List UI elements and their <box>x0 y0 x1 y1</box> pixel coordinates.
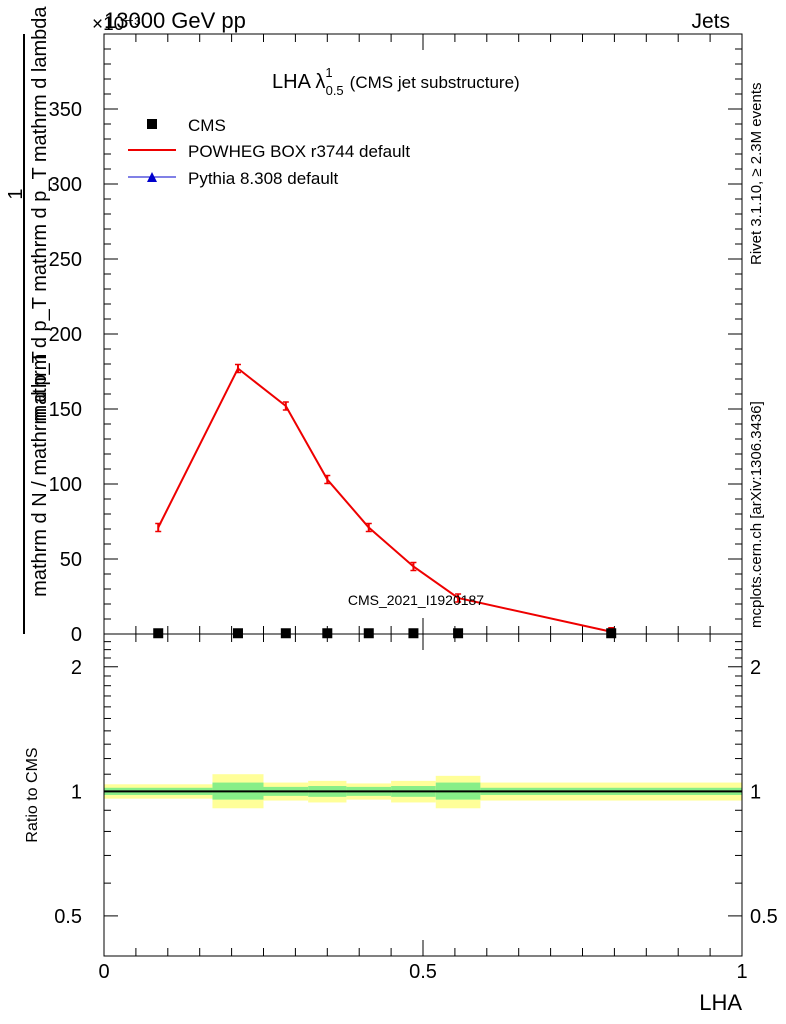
ylabel-outer-denominator: mathrm d N / mathrm d p_T <box>29 351 51 597</box>
ylabel-numerator: mathrm d²N <box>0 121 3 227</box>
cms-data-point <box>363 628 374 639</box>
ratio-ytick-label-right: 0.5 <box>750 906 778 928</box>
legend-cms-marker <box>147 119 157 129</box>
ylabel-outer-numerator: 1 <box>5 188 27 199</box>
y-multiplier: ×10⁻³ <box>92 14 141 35</box>
ratio-ytick-label-left: 0.5 <box>54 906 82 928</box>
legend-pythia-marker <box>147 172 157 182</box>
analysis-watermark: CMS_2021_I1920187 <box>348 592 484 608</box>
main-ytick-label: 350 <box>49 99 82 121</box>
plot-title: LHA λ1 0.5 (CMS jet substructure) <box>272 65 520 98</box>
plot-title-sub: 0.5 <box>326 83 344 98</box>
header-right: Jets <box>691 10 730 33</box>
main-ytick-label: 50 <box>60 549 82 571</box>
plot-title-main: LHA λ <box>272 71 325 93</box>
ratio-xtick-label: 0.5 <box>409 961 437 983</box>
cms-data-point <box>153 628 164 639</box>
plot-title-sup: 1 <box>325 65 332 80</box>
x-axis-label: LHA <box>699 990 742 1015</box>
plot-title-suffix: (CMS jet substructure) <box>350 73 520 92</box>
ratio-y-axis-label: Ratio to CMS <box>24 747 41 842</box>
ratio-xtick-label: 1 <box>736 961 747 983</box>
main-ytick-label: 300 <box>49 174 82 196</box>
ratio-xtick-label: 0 <box>98 961 109 983</box>
powheg-line <box>157 366 612 633</box>
ratio-ytick-label-left: 2 <box>71 657 82 679</box>
main-ytick-label: 200 <box>49 324 82 346</box>
cms-data-point <box>232 628 243 639</box>
header-left: 13000 GeV pp <box>104 8 246 33</box>
cms-data-point <box>280 628 291 639</box>
ratio-plot-frame <box>103 633 743 957</box>
cms-data-point <box>322 628 333 639</box>
main-ytick-label: 0 <box>71 624 82 646</box>
ratio-ytick-label-right: 1 <box>750 781 761 803</box>
ratio-ytick-label-left: 1 <box>71 781 82 803</box>
main-ytick-label: 250 <box>49 249 82 271</box>
main-y-axis-label: 1 mathrm d N / mathrm d p_T mathrm d²N math… <box>0 6 51 634</box>
ratio-ytick-label-right: 2 <box>750 657 761 679</box>
main-ytick-label: 150 <box>49 399 82 421</box>
ylabel-denominator: mathrm d p_T mathrm d p_T mathrm d lambd… <box>29 6 51 422</box>
legend-cms-label: CMS <box>188 116 226 135</box>
rivet-label: Rivet 3.1.10, ≥ 2.3M events <box>748 83 765 266</box>
cms-data-point <box>606 628 617 639</box>
legend-pythia-label: Pythia 8.308 default <box>188 169 339 188</box>
cms-data-point <box>453 628 464 639</box>
main-ytick-label: 100 <box>49 474 82 496</box>
source-label: mcplots.cern.ch [arXiv:1306.3436] <box>748 401 765 628</box>
legend-powheg-label: POWHEG BOX r3744 default <box>188 142 410 161</box>
cms-data-point <box>408 628 419 639</box>
